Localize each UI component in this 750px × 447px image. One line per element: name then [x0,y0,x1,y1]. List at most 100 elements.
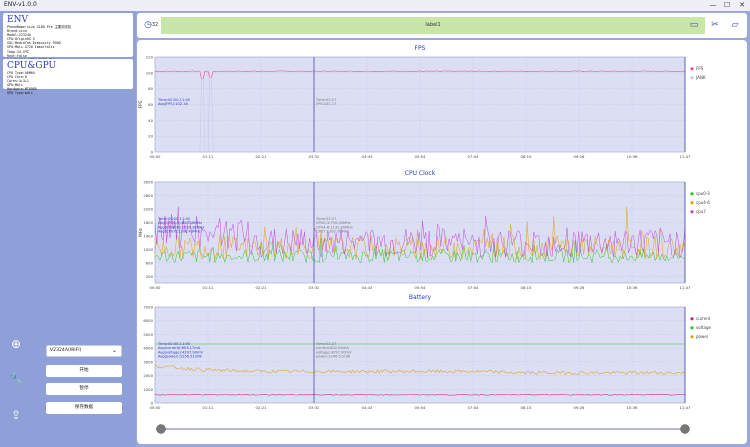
series-line-current [154,394,686,396]
x-tick-label: 07:04 [468,285,480,290]
y-axis-label: MHz [138,227,143,237]
y-tick-label: 2000 [143,373,153,378]
info-line: Hardware:MT6989 [7,87,37,92]
chart-2: Battery 7000 6000 5000 4000 3000 2000 1000 000:0… [143,294,711,410]
y-tick-label: 120 [146,55,154,60]
info-line: CPU:OriginOS 5 [7,37,35,42]
chart-0: FPS 120 100 80 60 40 20 000:00 01:11 02:21 03:32 04… [138,45,706,159]
x-tick-label: 00:00 [150,154,162,159]
annotation-right: FPS:102.17 [316,102,336,106]
device-select-value: V2324A(WIFI) [50,348,82,353]
legend-marker [690,67,694,71]
env-panel-title: ENV [7,15,28,25]
top-bar: ◷ 32 label1 ▭ ✂ ▱ [137,13,747,38]
chart-title: FPS [415,45,426,52]
annotation-right: CPU0-3:750.00MHz [316,221,351,225]
upload-icon[interactable]: ⇪ [10,408,22,422]
annotation-left: Avg(CPU0-3):800.18MHz [158,221,202,225]
x-tick-label: 05:54 [415,285,427,290]
annotation-left: Time:00:00-11:45 [157,342,190,346]
annotation-right: Time:03:27 [315,342,336,346]
y-tick-label: 200 [146,274,154,279]
x-tick-label: 09:26 [574,285,586,290]
title-bar: ENV-v1.0.0 — ☐ ✕ [0,0,750,11]
info-line: Root:false [7,53,27,58]
x-tick-label: 09:26 [574,154,586,159]
y-tick-label: 100 [146,70,154,75]
annotation-left: Avg(CPU7):1200.43MHz [158,230,201,234]
series-line-cpu0-3 [154,237,686,264]
env-info-list: PhoneName:vivo X100 Pro 主要测试机 Brand:vivo M… [3,25,133,62]
x-tick-label: 01:11 [203,405,215,410]
legend-marker [690,76,694,80]
y-tick-label: 3000 [143,180,153,185]
maximize-icon[interactable]: ☐ [723,1,731,9]
cpu-gpu-panel: CPU&GPU CPU Type:ARM64 CPU Core:8 Cores:4+… [3,59,133,95]
minimize-icon[interactable]: — [709,1,717,9]
close-icon[interactable]: ✕ [739,1,745,9]
y-tick-label: 5000 [143,332,153,337]
annotation-right: voltage:4297.00mV [316,350,352,354]
x-tick-label: 09:26 [574,405,586,410]
scissors-icon[interactable]: ✂ [711,20,719,30]
legend-marker [690,326,694,330]
x-tick-label: 02:21 [256,405,268,410]
x-tick-label: 11:47 [680,154,692,159]
chevron-down-icon: ⌄ [111,347,117,354]
wrench-icon[interactable]: 🔧 [9,372,24,386]
annotation-left: Avg(power):2256.51mW [158,355,202,359]
x-tick-label: 00:00 [150,285,162,290]
x-tick-label: 07:04 [468,154,480,159]
legend-marker [690,210,694,214]
info-line: GPU:Mali-G720 Immortalis [7,45,55,50]
legend-label: FPS [696,66,704,71]
y-tick-label: 1400 [143,233,153,238]
x-tick-label: 08:15 [521,405,533,410]
y-tick-label: 1800 [143,220,153,225]
timeline-start-handle[interactable] [156,424,166,434]
x-tick-label: 07:04 [468,405,480,410]
legend-marker [690,335,694,339]
folder-icon[interactable]: ▱ [731,20,739,30]
pause-button[interactable]: 暂停 [46,383,122,395]
legend-label: cpu4-6 [696,200,710,205]
add-icon[interactable]: ⊕ [10,337,22,351]
annotation-right: Time:03:27 [315,217,336,221]
x-tick-label: 04:43 [362,285,374,290]
counter: 32 [151,22,159,28]
legend-label: JANK [695,75,706,80]
x-tick-label: 04:43 [362,154,374,159]
y-tick-label: 20 [148,134,153,139]
start-button[interactable]: 开始 [46,365,122,377]
x-tick-label: 10:36 [627,405,639,410]
timeline-end-handle[interactable] [680,424,690,434]
annotation-right: power:2246.51mW [316,355,351,359]
save-icon[interactable]: ▭ [689,20,699,30]
series-line-JANK [155,77,685,153]
info-line: GPU Type:mali [7,91,33,96]
y-tick-label: 1000 [143,247,153,252]
save-data-button[interactable]: 保存数据 [46,402,122,414]
x-tick-label: 08:15 [521,154,533,159]
x-tick-label: 10:36 [627,285,639,290]
device-select[interactable]: V2324A(WIFI) ⌄ [46,345,122,357]
x-tick-label: 11:47 [680,405,692,410]
y-tick-label: 1000 [143,387,153,392]
annotation-left: Avg(voltage):4297.90mV [158,350,203,354]
x-tick-label: 03:32 [309,285,321,290]
annotation-right: CPU7:1262.00MHz [316,230,349,234]
legend-label: current [696,316,711,321]
series-line-cpu4-6 [154,206,686,260]
x-tick-label: 03:32 [309,154,321,159]
clock-icon[interactable]: ◷ [144,20,152,30]
chart-1: CPU Clock 3000 2600 2200 1800 1400 1000 600 200 0… [138,170,710,290]
y-tick-label: 0 [151,150,154,155]
env-panel: ENV PhoneName:vivo X100 Pro 主要测试机 Brand:v… [3,13,133,62]
x-tick-label: 01:11 [203,285,215,290]
legend-label: cpu0-3 [696,191,710,196]
status-label: label1 [161,17,705,34]
annotation-left: Avg(FPS):102.16 [158,102,188,106]
y-tick-label: 40 [148,118,153,123]
x-tick-label: 10:36 [627,154,639,159]
